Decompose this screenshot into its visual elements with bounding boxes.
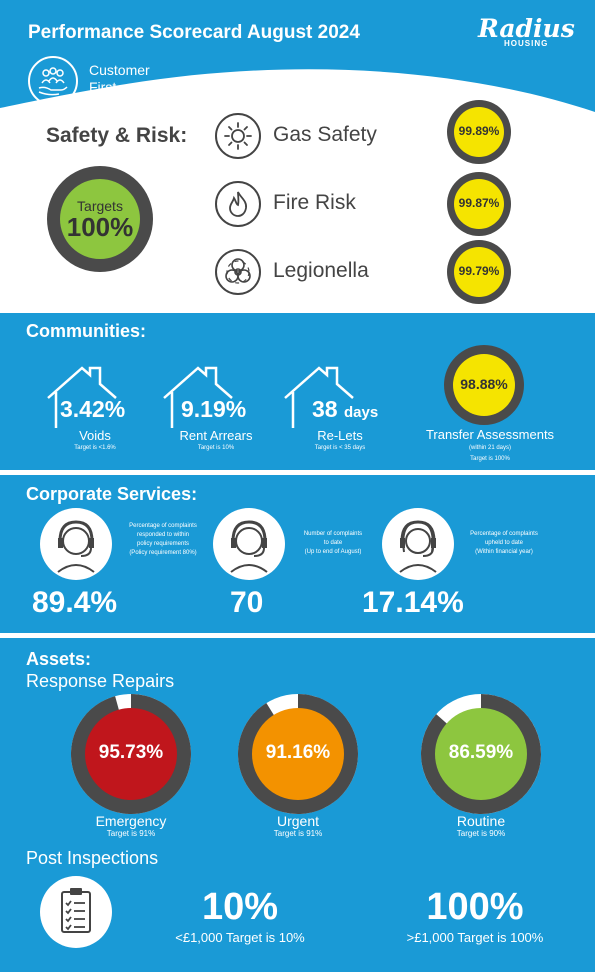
headset-agent-icon xyxy=(213,508,285,580)
transfer-label: Transfer Assessments xyxy=(425,427,555,442)
house-icon xyxy=(47,366,117,428)
badge-line-2: First xyxy=(89,79,117,95)
people-hand-icon xyxy=(38,67,68,96)
post-over-1000-value: 100% xyxy=(426,886,524,928)
desc-line: Percentage of complaints xyxy=(470,531,538,537)
assets-heading: Assets: xyxy=(26,649,92,669)
response-repairs-heading: Response Repairs xyxy=(26,671,175,691)
gas-safety-dial xyxy=(454,107,504,157)
logo-subtext: HOUSING xyxy=(504,39,549,48)
headset-agent-icon xyxy=(382,508,454,580)
voids-target: Target is <1.6% xyxy=(74,445,116,451)
complaints-responded-value: 89.4% xyxy=(32,586,118,619)
divider-1 xyxy=(0,470,595,475)
transfer-note: (within 21 days) xyxy=(468,445,512,451)
transfer-target: Target is 100% xyxy=(470,456,510,462)
complaints-count-value: 70 xyxy=(230,586,264,619)
desc-line: upheld to date xyxy=(484,540,524,546)
rent-arrears-target: Target is 10% xyxy=(197,445,235,451)
corporate-heading: Corporate Services: xyxy=(26,484,198,504)
repairs-gauges xyxy=(70,694,542,814)
clipboard-icon xyxy=(40,876,112,948)
complaints-upheld-desc: Percentage of complaints upheld to date … xyxy=(454,530,554,557)
desc-line: (Up to end of August) xyxy=(304,549,362,555)
relets-unit: days xyxy=(343,404,379,421)
house-icon xyxy=(163,366,233,428)
routine-target: Target is 90% xyxy=(456,829,506,838)
transfer-value: 98.88% xyxy=(460,376,508,392)
gauge-fill xyxy=(435,708,527,800)
complaints-responded-desc: Percentage of complaints responded to wi… xyxy=(112,522,214,558)
relets-target: Target is < 35 days xyxy=(314,445,366,451)
gauge-fill xyxy=(252,708,344,800)
legionella-value: 99.79% xyxy=(458,264,500,278)
emergency-target: Target is 91% xyxy=(106,829,156,838)
urgent-label: Urgent xyxy=(276,813,320,829)
targets-value: 100% xyxy=(66,212,134,242)
legionella-icon xyxy=(215,249,261,295)
logo-text: Radius xyxy=(478,14,575,43)
radius-logo: Radius HOUSING xyxy=(478,14,575,48)
page-title: Performance Scorecard August 2024 xyxy=(28,22,360,43)
badge-text: Customer First xyxy=(89,62,150,96)
rent-arrears-label: Rent Arrears xyxy=(179,428,253,443)
desc-line: Number of complaints xyxy=(303,531,363,537)
urgent-value: 91.16% xyxy=(265,742,331,763)
post-under-1000-label: <£1,000 Target is 10% xyxy=(175,930,305,945)
fire-risk-value: 99.87% xyxy=(458,196,500,210)
house-icon xyxy=(284,366,354,428)
legionella-label: Legionella xyxy=(273,259,369,282)
headset-agent-icon xyxy=(40,508,112,580)
post-under-1000-value: 10% xyxy=(201,886,279,928)
gas-safety-icon xyxy=(215,113,261,159)
relets-label: Re-Lets xyxy=(317,428,363,443)
header-band xyxy=(0,0,595,115)
desc-line: responded to within xyxy=(136,532,190,538)
gas-safety-value: 99.89% xyxy=(458,124,500,138)
voids-label: Voids xyxy=(79,428,111,443)
gauge-fill xyxy=(85,708,177,800)
desc-line: policy requirements xyxy=(136,541,190,547)
divider-2 xyxy=(0,633,595,638)
transfer-dial xyxy=(453,354,515,416)
rent-arrears-value: 9.19% xyxy=(181,396,247,422)
desc-line: (Within financial year) xyxy=(475,549,533,555)
communities-heading: Communities: xyxy=(26,321,147,341)
safety-heading: Safety & Risk: xyxy=(46,124,188,147)
badge-line-1: Customer xyxy=(89,62,150,78)
emergency-value: 95.73% xyxy=(98,742,164,763)
relets-value: 38 days xyxy=(312,396,378,423)
legionella-dial xyxy=(454,247,504,297)
relets-number: 38 xyxy=(312,396,338,422)
voids-value: 3.42% xyxy=(60,396,126,422)
fire-risk-label: Fire Risk xyxy=(273,191,356,214)
desc-line: to date xyxy=(323,540,343,546)
complaints-upheld-value: 17.14% xyxy=(362,586,464,619)
routine-label: Routine xyxy=(456,813,506,829)
fire-risk-dial xyxy=(454,179,504,229)
desc-line: (Policy requirement 80%) xyxy=(129,550,197,556)
targets-circle xyxy=(60,179,140,259)
urgent-target: Target is 91% xyxy=(273,829,323,838)
customer-first-badge xyxy=(28,56,78,106)
post-inspections-heading: Post Inspections xyxy=(26,848,159,868)
emergency-label: Emergency xyxy=(95,813,167,829)
targets-label: Targets xyxy=(77,198,123,214)
post-over-1000-label: >£1,000 Target is 100% xyxy=(406,930,544,945)
routine-value: 86.59% xyxy=(448,742,514,763)
complaints-count-desc: Number of complaints to date (Up to end … xyxy=(286,530,380,557)
fire-risk-icon xyxy=(215,181,261,227)
gas-safety-label: Gas Safety xyxy=(273,123,377,146)
desc-line: Percentage of complaints xyxy=(129,523,197,529)
